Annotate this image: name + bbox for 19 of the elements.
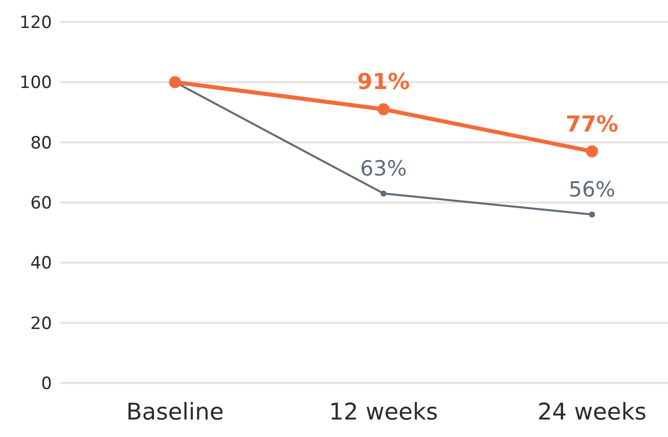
data-label: 77% [566,112,618,138]
data-label: 63% [360,156,407,180]
point [380,190,386,196]
x-tick-label: 24 weeks [538,399,646,426]
data-label: 56% [568,178,616,202]
x-tick-label: Baseline [126,399,224,426]
point [589,212,595,218]
y-tick-label: 20 [30,314,52,334]
point [586,145,598,158]
data-label: 91% [357,70,410,96]
y-tick-label: 120 [20,13,52,34]
y-tick-label: 100 [20,73,52,94]
y-tick-label: 0 [41,374,52,394]
point [378,103,390,116]
point [169,76,181,88]
y-tick-label: 80 [30,133,52,154]
y-tick-label: 60 [30,194,52,214]
y-tick-label: 40 [30,254,52,274]
x-tick-label: 12 weeks [329,399,438,426]
